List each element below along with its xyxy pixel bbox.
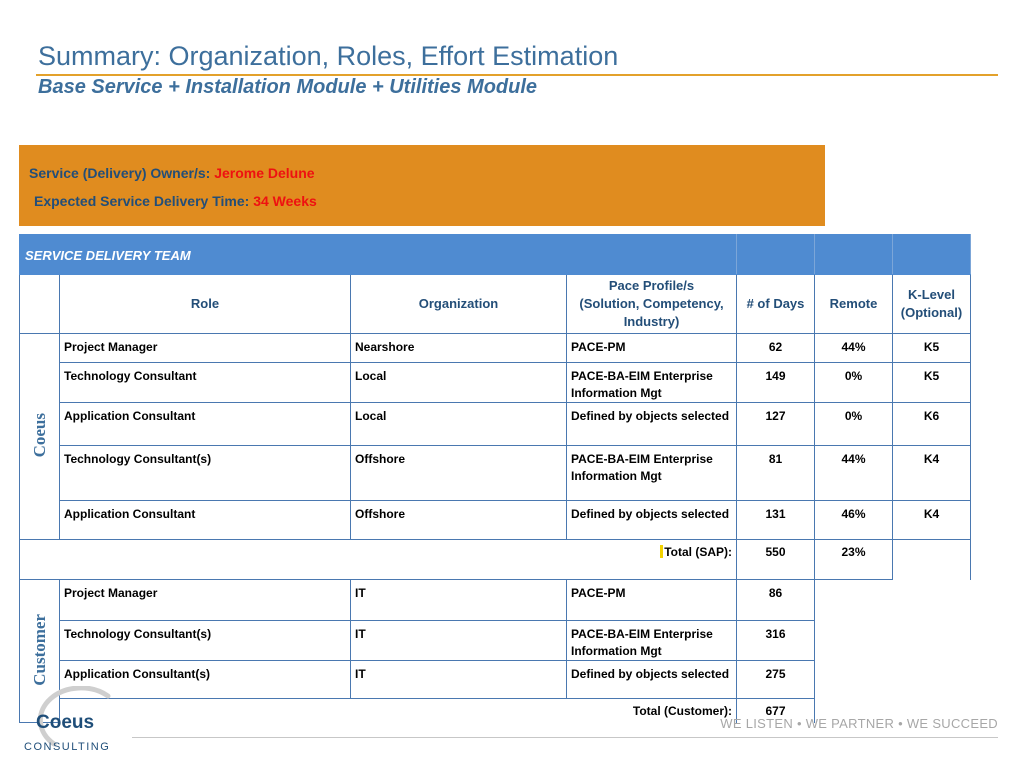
table-row: Application Consultant Local Defined by …	[20, 402, 971, 446]
table-row: Technology Consultant(s) IT PACE-BA-EIM …	[20, 620, 971, 661]
service-info-box: Service (Delivery) Owner/s: Jerome Delun…	[19, 145, 825, 226]
organization-cell: IT	[350, 579, 567, 621]
organization-cell: Local	[350, 362, 567, 403]
pace-cell: PACE-BA-EIM Enterprise Information Mgt	[566, 620, 737, 661]
organization-cell: Local	[350, 402, 567, 446]
organization-cell: IT	[350, 620, 567, 661]
klevel-cell: K6	[892, 402, 971, 446]
remote-cell: 0%	[814, 402, 893, 446]
role-cell: Technology Consultant(s)	[59, 620, 351, 661]
days-cell: 316	[736, 620, 815, 661]
owner-value: Jerome Delune	[214, 165, 315, 181]
remote-cell: 44%	[814, 445, 893, 501]
column-header-role: Role	[59, 274, 351, 334]
pace-cell: PACE-PM	[566, 333, 737, 363]
total-row-customer: Total (Customer): 677	[20, 698, 971, 723]
service-delivery-team-table: SERVICE DELIVERY TEAM Role Organization …	[19, 234, 971, 723]
pace-cell: Defined by objects selected	[566, 660, 737, 699]
organization-cell: Nearshore	[350, 333, 567, 363]
days-cell: 81	[736, 445, 815, 501]
table-row: Technology Consultant Local PACE-BA-EIM …	[20, 362, 971, 403]
pace-header-line1: Pace Profile/s	[608, 278, 695, 293]
empty-area	[815, 580, 971, 621]
table-row: Application Consultant(s) IT Defined by …	[20, 660, 971, 699]
header-blank	[892, 234, 971, 275]
logo-subtext: CONSULTING	[24, 741, 111, 753]
klevel-cell: K5	[892, 333, 971, 363]
table-row: Coeus Project Manager Nearshore PACE-PM …	[19, 333, 971, 540]
role-cell: Project Manager	[59, 333, 351, 363]
remote-cell: 46%	[814, 500, 893, 540]
column-header-blank	[19, 274, 60, 334]
pace-cell: Defined by objects selected	[566, 402, 737, 446]
role-cell: Project Manager	[59, 579, 351, 621]
footer-divider	[132, 737, 998, 738]
footer-tagline: WE LISTEN • WE PARTNER • WE SUCCEED	[720, 716, 998, 731]
header-blank	[814, 234, 893, 275]
organization-cell: Offshore	[350, 445, 567, 501]
days-cell: 86	[736, 579, 815, 621]
role-cell: Technology Consultant	[59, 362, 351, 403]
delivery-time-label: Expected Service Delivery Time:	[34, 193, 250, 209]
klevel-cell: K4	[892, 500, 971, 540]
column-header-days: # of Days	[736, 274, 815, 334]
empty-area	[815, 621, 971, 661]
coeus-logo-icon	[37, 686, 111, 747]
organization-cell: IT	[350, 660, 567, 699]
delivery-time-line: Expected Service Delivery Time: 34 Weeks	[34, 193, 317, 209]
owner-label: Service (Delivery) Owner/s:	[29, 165, 211, 181]
total-sap-label: Total (SAP):	[664, 545, 732, 559]
days-cell: 131	[736, 500, 815, 540]
organization-cell: Offshore	[350, 500, 567, 540]
owner-line: Service (Delivery) Owner/s: Jerome Delun…	[29, 165, 315, 181]
customer-group-label: Customer	[29, 613, 49, 686]
klevel-cell: K4	[892, 445, 971, 501]
section-title: SERVICE DELIVERY TEAM	[19, 234, 737, 275]
header-blank	[736, 234, 815, 275]
pace-header-line2: (Solution, Competency, Industry)	[579, 296, 724, 329]
total-sap-label-cell: Total (SAP):	[19, 539, 737, 580]
column-header-pace-profile: Pace Profile/s (Solution, Competency, Ind…	[566, 274, 737, 334]
title-divider	[36, 74, 998, 76]
column-header-klevel: K-Level (Optional)	[892, 274, 971, 334]
table-row: Customer Project Manager IT PACE-PM 86	[19, 579, 971, 723]
pace-cell: PACE-BA-EIM Enterprise Information Mgt	[566, 445, 737, 501]
pace-cell: PACE-BA-EIM Enterprise Information Mgt	[566, 362, 737, 403]
table-section-header: SERVICE DELIVERY TEAM	[19, 234, 971, 275]
coeus-group-label: Coeus	[29, 412, 49, 458]
total-customer-label: Total (Customer):	[632, 704, 732, 718]
klevel-header-line1: K-Level	[908, 287, 955, 302]
pace-cell: PACE-PM	[566, 579, 737, 621]
empty-area	[815, 661, 971, 699]
role-cell: Application Consultant	[59, 402, 351, 446]
role-cell: Technology Consultant(s)	[59, 445, 351, 501]
column-header-organization: Organization	[350, 274, 567, 334]
column-header-row: Role Organization Pace Profile/s (Solutio…	[19, 274, 971, 334]
highlight-marker	[660, 545, 664, 558]
page-subtitle: Base Service + Installation Module + Uti…	[38, 76, 538, 98]
column-header-remote: Remote	[814, 274, 893, 334]
remote-cell: 0%	[814, 362, 893, 403]
klevel-cell: K5	[892, 362, 971, 403]
role-cell: Application Consultant	[59, 500, 351, 540]
table-row: Technology Consultant(s) Offshore PACE-B…	[20, 445, 971, 501]
total-customer-days: 677	[736, 698, 815, 723]
remote-cell: 44%	[814, 333, 893, 363]
klevel-header-line2: (Optional)	[900, 305, 963, 320]
days-cell: 275	[736, 660, 815, 699]
total-sap-blank	[892, 539, 971, 580]
total-sap-days: 550	[736, 539, 815, 580]
logo-wordmark: Coeus	[36, 712, 95, 733]
days-cell: 62	[736, 333, 815, 363]
total-row-sap: Total (SAP): 550 23%	[19, 539, 971, 580]
table-row: Application Consultant Offshore Defined …	[20, 500, 971, 540]
coeus-group-label-cell: Coeus	[19, 333, 60, 540]
days-cell: 127	[736, 402, 815, 446]
pace-cell: Defined by objects selected	[566, 500, 737, 540]
page-title: Summary: Organization, Roles, Effort Est…	[38, 41, 619, 71]
total-sap-remote: 23%	[814, 539, 893, 580]
days-cell: 149	[736, 362, 815, 403]
delivery-time-value: 34 Weeks	[253, 193, 317, 209]
